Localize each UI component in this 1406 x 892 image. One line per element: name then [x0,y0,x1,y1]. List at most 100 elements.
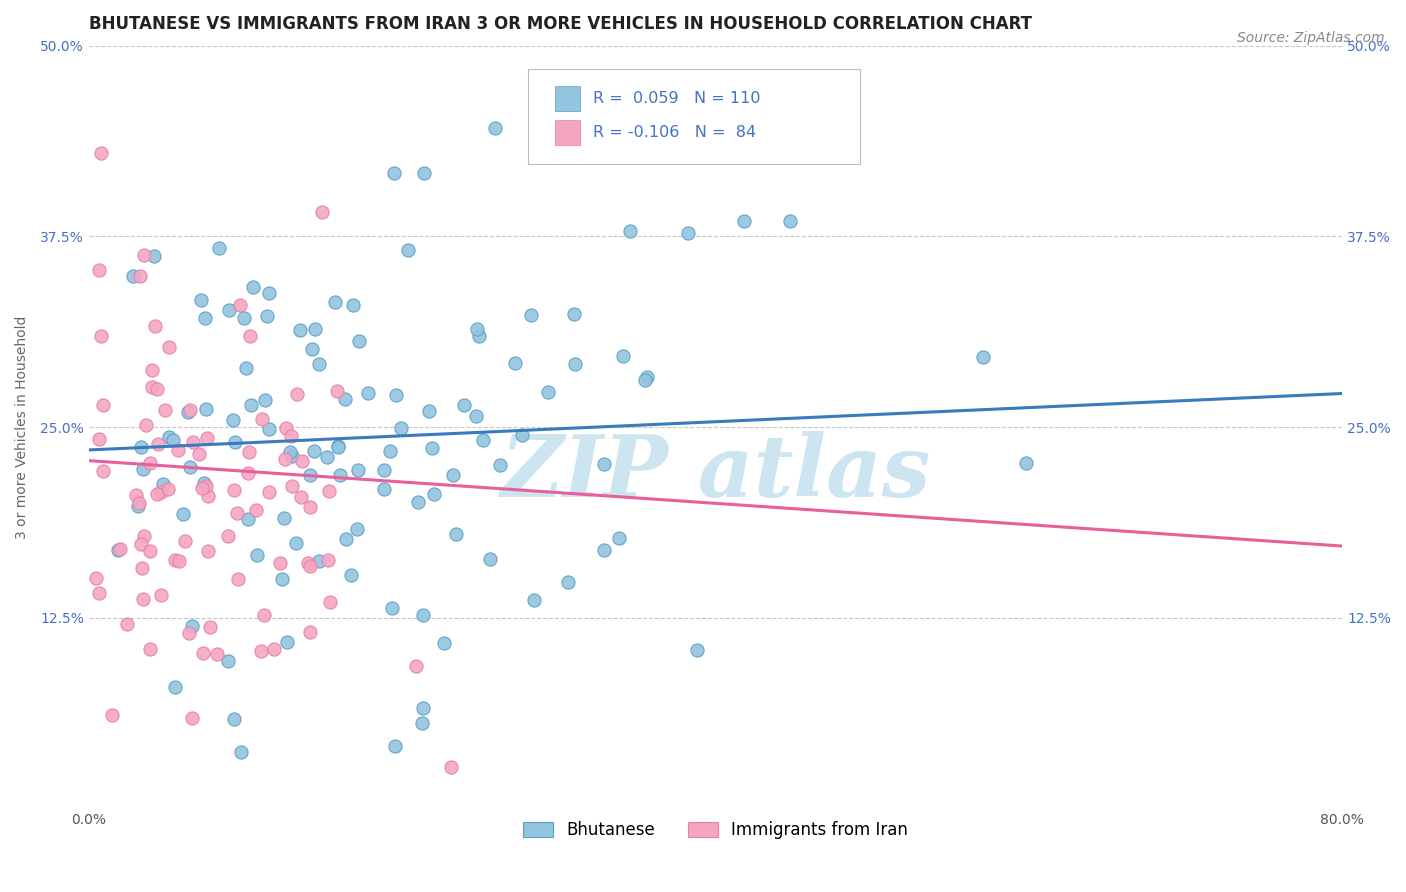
Text: ZIP atlas: ZIP atlas [501,431,931,515]
Point [335,532,357,546]
Point [562,308,585,322]
Point [512,428,534,442]
Point [284,536,307,550]
Point [107,542,129,557]
Point [349,334,371,348]
Point [181,435,204,450]
Point [162,433,184,447]
Point [357,386,380,401]
Point [339,568,361,582]
Point [242,280,264,294]
Point [131,592,153,607]
Point [153,403,176,417]
Point [453,399,475,413]
Point [218,303,240,318]
Point [380,444,402,458]
Point [636,369,658,384]
Point [308,554,330,568]
Point [197,544,219,558]
Point [131,561,153,575]
Point [250,412,273,426]
Point [439,760,461,774]
Point [412,701,434,715]
Point [278,444,301,458]
Point [263,642,285,657]
Point [146,487,169,501]
Point [193,475,215,490]
Point [593,543,616,558]
Point [290,490,312,504]
Point [222,412,245,426]
Point [134,248,156,262]
Point [503,356,526,370]
Point [250,644,273,658]
Point [149,484,172,499]
Point [298,500,321,514]
Point [323,294,346,309]
Point [222,483,245,497]
Point [253,607,276,622]
Point [152,476,174,491]
Point [181,619,204,633]
Point [406,495,429,509]
Bar [555,120,581,145]
Point [197,490,219,504]
Point [167,443,190,458]
Point [325,384,347,399]
Point [165,553,187,567]
Point [276,634,298,648]
Point [239,328,262,343]
Point [346,522,368,536]
Point [281,478,304,492]
Point [308,357,330,371]
Point [167,554,190,568]
Point [84,571,107,585]
Point [235,361,257,376]
Point [413,166,436,180]
Point [132,462,155,476]
Point [139,642,162,657]
Point [229,745,252,759]
Point [180,711,202,725]
Point [536,384,558,399]
Point [226,506,249,520]
Point [384,388,406,402]
Point [287,387,309,401]
Point [217,654,239,668]
Point [194,402,217,417]
Point [190,481,212,495]
Point [257,286,280,301]
Point [117,616,139,631]
Point [472,433,495,447]
Bar [555,87,581,111]
Point [298,467,321,482]
Point [318,484,340,499]
Point [271,572,294,586]
Point [246,548,269,562]
Point [224,434,246,449]
Point [259,422,281,436]
Point [411,715,433,730]
Point [423,487,446,501]
Text: Source: ZipAtlas.com: Source: ZipAtlas.com [1237,31,1385,45]
Point [125,488,148,502]
Point [141,363,163,377]
Point [465,322,488,336]
Point [335,392,357,406]
Point [291,454,314,468]
Point [156,482,179,496]
Point [280,449,302,463]
Point [141,380,163,394]
Point [373,483,395,497]
Point [1015,456,1038,470]
Point [224,712,246,726]
Point [198,620,221,634]
Point [229,298,252,312]
Point [301,342,323,356]
Point [274,452,297,467]
Point [257,484,280,499]
Point [179,402,201,417]
Point [132,529,155,543]
Point [593,458,616,472]
Point [208,241,231,255]
